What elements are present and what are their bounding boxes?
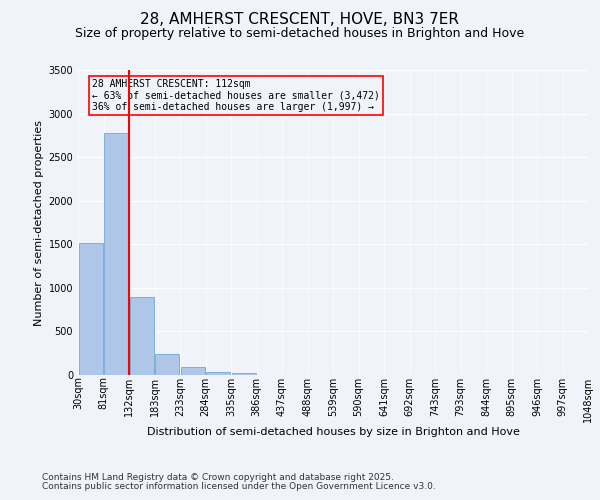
Bar: [181, 366, 205, 375]
Text: Contains public sector information licensed under the Open Government Licence v3: Contains public sector information licen…: [42, 482, 436, 491]
Bar: [79, 242, 103, 375]
Bar: [155, 354, 179, 375]
Bar: [206, 372, 230, 375]
Y-axis label: Number of semi-detached properties: Number of semi-detached properties: [34, 120, 44, 326]
Text: Size of property relative to semi-detached houses in Brighton and Hove: Size of property relative to semi-detach…: [76, 28, 524, 40]
Text: 28, AMHERST CRESCENT, HOVE, BN3 7ER: 28, AMHERST CRESCENT, HOVE, BN3 7ER: [140, 12, 460, 28]
X-axis label: Distribution of semi-detached houses by size in Brighton and Hove: Distribution of semi-detached houses by …: [146, 427, 520, 437]
Bar: [104, 132, 128, 375]
Text: 28 AMHERST CRESCENT: 112sqm
← 63% of semi-detached houses are smaller (3,472)
36: 28 AMHERST CRESCENT: 112sqm ← 63% of sem…: [92, 78, 380, 112]
Text: Contains HM Land Registry data © Crown copyright and database right 2025.: Contains HM Land Registry data © Crown c…: [42, 474, 394, 482]
Bar: [130, 296, 154, 375]
Bar: [232, 374, 256, 375]
